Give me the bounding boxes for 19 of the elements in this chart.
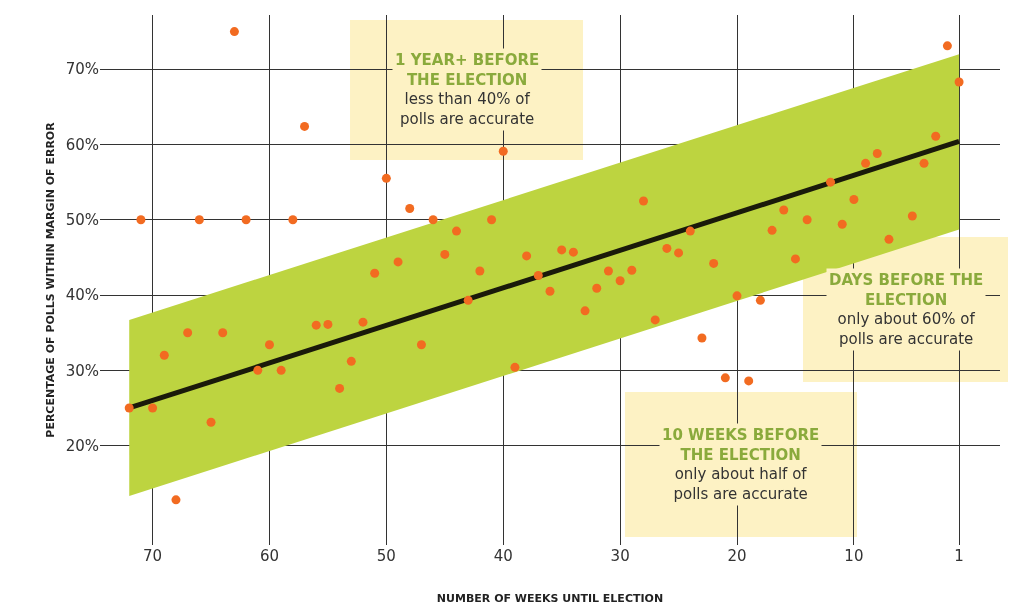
x-axis-title: NUMBER OF WEEKS UNTIL ELECTION <box>436 592 664 606</box>
annotation: 1 YEAR+ BEFORE THE ELECTION less than 40% of polls are accurate <box>395 51 540 128</box>
x-tick-label: 10 <box>844 547 864 565</box>
annotation: DAYS BEFORE THE ELECTION only about 60% of polls are accurate <box>829 271 984 348</box>
x-tick-label: 30 <box>610 547 630 565</box>
y-tick-label: 60% <box>65 135 99 154</box>
x-tick-label: 50 <box>376 547 396 565</box>
annotation: 10 WEEKS BEFORE THE ELECTION only about half of polls are accurate <box>662 426 820 503</box>
x-tick-label: 1 <box>954 547 964 565</box>
y-tick-label: 70% <box>65 60 99 79</box>
x-tick-label: 70 <box>143 547 163 565</box>
x-tick-label: 20 <box>727 547 747 565</box>
y-tick-label: 20% <box>65 436 99 455</box>
y-axis-title: PERCENTAGE OF POLLS WITHIN MARGIN OF ERROR <box>44 121 58 438</box>
x-tick-label: 60 <box>259 547 280 565</box>
y-tick-label: 50% <box>65 211 99 230</box>
x-tick-label: 40 <box>493 547 513 565</box>
y-tick-label: 40% <box>65 286 99 305</box>
y-tick-label: 30% <box>65 361 99 380</box>
